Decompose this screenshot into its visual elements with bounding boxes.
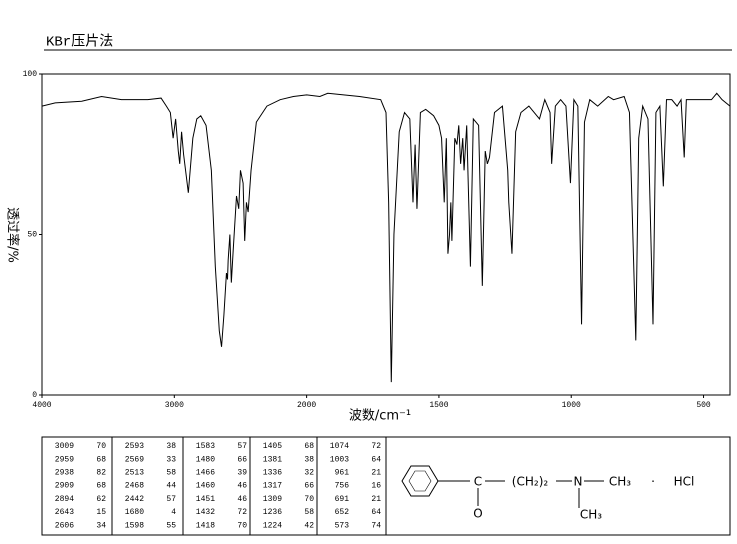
peak-wavenumber: 652 — [335, 508, 350, 517]
peak-wavenumber: 1680 — [125, 508, 144, 517]
benzene-ring — [401, 465, 439, 497]
y-tick-label: 100 — [23, 70, 38, 79]
x-tick-label: 4000 — [32, 401, 51, 410]
peak-wavenumber: 961 — [335, 469, 350, 478]
structure-label: C — [474, 475, 482, 489]
peak-wavenumber: 2643 — [55, 508, 74, 517]
peak-wavenumber: 1309 — [263, 495, 282, 504]
peak-transmittance: 39 — [237, 469, 247, 478]
peak-transmittance: 44 — [166, 482, 176, 491]
peak-transmittance: 70 — [96, 442, 106, 451]
peak-wavenumber: 1432 — [196, 508, 215, 517]
peak-transmittance: 82 — [96, 469, 106, 478]
peak-wavenumber: 1224 — [263, 521, 282, 530]
peak-wavenumber: 573 — [335, 521, 350, 530]
peak-wavenumber: 2513 — [125, 469, 144, 478]
peak-wavenumber: 1451 — [196, 495, 215, 504]
structure: C O (CH₂)₂ N CH₃ CH₃ · HCl — [401, 465, 695, 522]
peak-wavenumber: 2606 — [55, 521, 74, 530]
peak-transmittance: 21 — [371, 495, 381, 504]
peak-wavenumber: 1236 — [263, 508, 282, 517]
x-tick-label: 1500 — [429, 401, 448, 410]
peak-wavenumber: 1317 — [263, 482, 282, 491]
peak-transmittance: 57 — [237, 442, 247, 451]
peak-transmittance: 38 — [166, 442, 176, 451]
peak-wavenumber: 1583 — [196, 442, 215, 451]
peak-wavenumber: 2442 — [125, 495, 144, 504]
peak-transmittance: 64 — [371, 508, 381, 517]
peak-wavenumber: 1480 — [196, 455, 215, 464]
peak-wavenumber: 2959 — [55, 455, 74, 464]
structure-label: N — [574, 475, 583, 489]
peak-wavenumber: 1381 — [263, 455, 282, 464]
peak-transmittance: 66 — [304, 482, 314, 491]
peak-wavenumber: 1074 — [330, 442, 349, 451]
peak-transmittance: 34 — [96, 521, 106, 530]
peak-wavenumber: 2468 — [125, 482, 144, 491]
structure-label: CH₃ — [580, 508, 602, 522]
peak-transmittance: 68 — [96, 455, 106, 464]
peak-transmittance: 4 — [171, 508, 176, 517]
peak-transmittance: 70 — [304, 495, 314, 504]
peak-transmittance: 46 — [237, 482, 247, 491]
y-tick-label: 0 — [32, 391, 37, 400]
peak-wavenumber: 1336 — [263, 469, 282, 478]
peak-transmittance: 15 — [96, 508, 106, 517]
peak-transmittance: 74 — [371, 521, 381, 530]
peak-wavenumber: 691 — [335, 495, 350, 504]
y-axis-label: 透过率/% — [5, 207, 21, 263]
peak-wavenumber: 2909 — [55, 482, 74, 491]
x-tick-label: 1000 — [562, 401, 581, 410]
spectrum-line — [41, 92, 731, 383]
peak-transmittance: 46 — [237, 495, 247, 504]
peak-wavenumber: 2938 — [55, 469, 74, 478]
x-axis-label: 波数/cm⁻¹ — [349, 409, 411, 424]
x-tick-label: 3000 — [165, 401, 184, 410]
peak-transmittance: 38 — [304, 455, 314, 464]
structure-label: HCl — [674, 475, 695, 489]
chart-title: KBr压片法 — [46, 34, 113, 51]
peak-wavenumber: 2593 — [125, 442, 144, 451]
peak-wavenumber: 1418 — [196, 521, 215, 530]
peak-transmittance: 68 — [304, 442, 314, 451]
peak-transmittance: 16 — [371, 482, 381, 491]
peak-wavenumber: 2569 — [125, 455, 144, 464]
peak-transmittance: 58 — [166, 469, 176, 478]
x-tick-label: 500 — [696, 401, 711, 410]
peak-transmittance: 42 — [304, 521, 314, 530]
peak-wavenumber: 756 — [335, 482, 350, 491]
structure-label: (CH₂)₂ — [512, 475, 549, 489]
peak-transmittance: 55 — [166, 521, 176, 530]
peak-transmittance: 66 — [237, 455, 247, 464]
peak-wavenumber: 2894 — [55, 495, 74, 504]
peak-wavenumber: 1405 — [263, 442, 282, 451]
peak-transmittance: 72 — [237, 508, 247, 517]
peak-wavenumber: 1598 — [125, 521, 144, 530]
structure-label: O — [473, 507, 482, 521]
peak-wavenumber: 3009 — [55, 442, 74, 451]
peak-transmittance: 33 — [166, 455, 176, 464]
y-tick-label: 50 — [27, 231, 37, 240]
x-tick-label: 2000 — [297, 401, 316, 410]
peak-transmittance: 57 — [166, 495, 176, 504]
peak-transmittance: 72 — [371, 442, 381, 451]
peak-wavenumber: 1003 — [330, 455, 349, 464]
benzene-inner — [408, 470, 432, 492]
peak-transmittance: 62 — [96, 495, 106, 504]
peak-transmittance: 64 — [371, 455, 381, 464]
peak-transmittance: 58 — [304, 508, 314, 517]
peak-transmittance: 70 — [237, 521, 247, 530]
peak-transmittance: 21 — [371, 469, 381, 478]
peak-transmittance: 32 — [304, 469, 314, 478]
structure-label: CH₃ — [609, 475, 631, 489]
peak-wavenumber: 1466 — [196, 469, 215, 478]
peak-wavenumber: 1460 — [196, 482, 215, 491]
peak-transmittance: 68 — [96, 482, 106, 491]
structure-label: · — [651, 475, 655, 489]
